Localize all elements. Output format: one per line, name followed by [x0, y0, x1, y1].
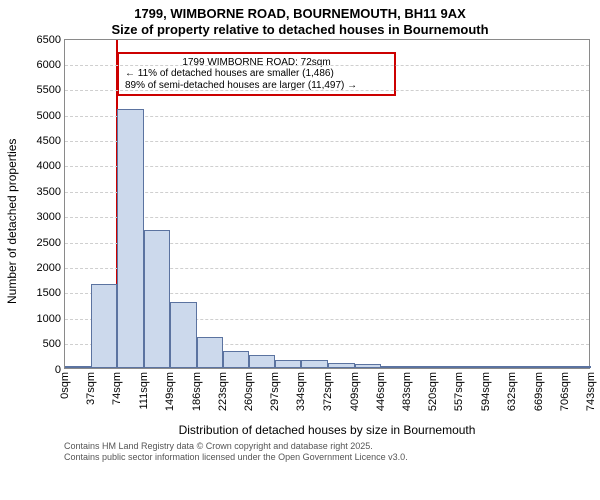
histogram-bar: [355, 364, 381, 367]
y-tick-label: 1000: [37, 313, 61, 325]
histogram-bar: [117, 109, 143, 368]
histogram-bar: [144, 230, 170, 367]
x-tick-label: 111sqm: [138, 372, 150, 410]
x-tick-label: 37sqm: [85, 372, 97, 405]
histogram-bar: [433, 366, 459, 368]
x-tick-label: 223sqm: [217, 372, 229, 411]
histogram-bar: [381, 366, 407, 368]
gridline: [65, 141, 589, 142]
histogram-bar: [65, 366, 91, 368]
y-tick-label: 6500: [37, 34, 61, 46]
x-tick-label: 743sqm: [585, 372, 597, 411]
y-tick-label: 2500: [37, 237, 61, 249]
x-tick-label: 372sqm: [322, 372, 334, 411]
x-tick-label: 557sqm: [453, 372, 465, 411]
histogram-bar: [486, 366, 512, 368]
histogram-bar: [249, 355, 275, 368]
y-tick-label: 5500: [37, 84, 61, 96]
histogram-plot-area: 1799 WIMBORNE ROAD: 72sqm ← 11% of detac…: [64, 39, 590, 369]
histogram-bar: [91, 284, 117, 368]
x-tick-label: 446sqm: [375, 372, 387, 411]
x-tick-label: 334sqm: [295, 372, 307, 411]
x-tick-label: 594sqm: [480, 372, 492, 411]
gridline: [65, 166, 589, 167]
title-line2: Size of property relative to detached ho…: [0, 22, 600, 38]
histogram-bar: [539, 366, 565, 368]
footer-line1: Contains HM Land Registry data © Crown c…: [64, 441, 590, 452]
x-tick-label: 149sqm: [164, 372, 176, 411]
y-tick-label: 5000: [37, 110, 61, 122]
histogram-bar: [275, 360, 301, 368]
x-tick-label: 520sqm: [427, 372, 439, 411]
x-tick-label: 632sqm: [506, 372, 518, 411]
histogram-bar: [170, 302, 196, 368]
callout-line3: 89% of semi-detached houses are larger (…: [125, 80, 388, 92]
x-tick-label: 74sqm: [111, 372, 123, 405]
y-tick-label: 6000: [37, 59, 61, 71]
gridline: [65, 65, 589, 66]
histogram-bar: [565, 366, 591, 368]
histogram-bar: [459, 366, 485, 368]
x-tick-label: 260sqm: [243, 372, 255, 411]
gridline: [65, 90, 589, 91]
histogram-bar: [223, 351, 249, 368]
x-tick-label: 0sqm: [59, 372, 71, 399]
y-tick-label: 3500: [37, 186, 61, 198]
y-tick-label: 3000: [37, 211, 61, 223]
histogram-bar: [407, 366, 433, 368]
histogram-bar: [328, 363, 354, 367]
x-tick-label: 706sqm: [559, 372, 571, 411]
chart-footer: Contains HM Land Registry data © Crown c…: [64, 441, 590, 464]
x-tick-label: 483sqm: [401, 372, 413, 411]
x-tick-label: 186sqm: [191, 372, 203, 411]
y-tick-label: 4500: [37, 135, 61, 147]
callout-line1: 1799 WIMBORNE ROAD: 72sqm: [125, 57, 388, 69]
gridline: [65, 116, 589, 117]
histogram-bar: [197, 337, 223, 367]
x-tick-label: 297sqm: [269, 372, 281, 411]
footer-line2: Contains public sector information licen…: [64, 452, 590, 463]
y-tick-label: 500: [43, 338, 61, 350]
callout-line2: ← 11% of detached houses are smaller (1,…: [125, 68, 388, 80]
y-axis-label: Number of detached properties: [5, 138, 19, 303]
y-tick-label: 2000: [37, 262, 61, 274]
x-tick-label: 669sqm: [533, 372, 545, 411]
x-tick-label: 409sqm: [349, 372, 361, 411]
title-line1: 1799, WIMBORNE ROAD, BOURNEMOUTH, BH11 9…: [0, 6, 600, 22]
x-axis-label: Distribution of detached houses by size …: [64, 423, 590, 437]
gridline: [65, 192, 589, 193]
chart-title: 1799, WIMBORNE ROAD, BOURNEMOUTH, BH11 9…: [0, 0, 600, 39]
histogram-bar: [301, 360, 327, 368]
histogram-bar: [512, 366, 538, 368]
y-tick-label: 4000: [37, 160, 61, 172]
gridline: [65, 217, 589, 218]
y-tick-label: 1500: [37, 287, 61, 299]
